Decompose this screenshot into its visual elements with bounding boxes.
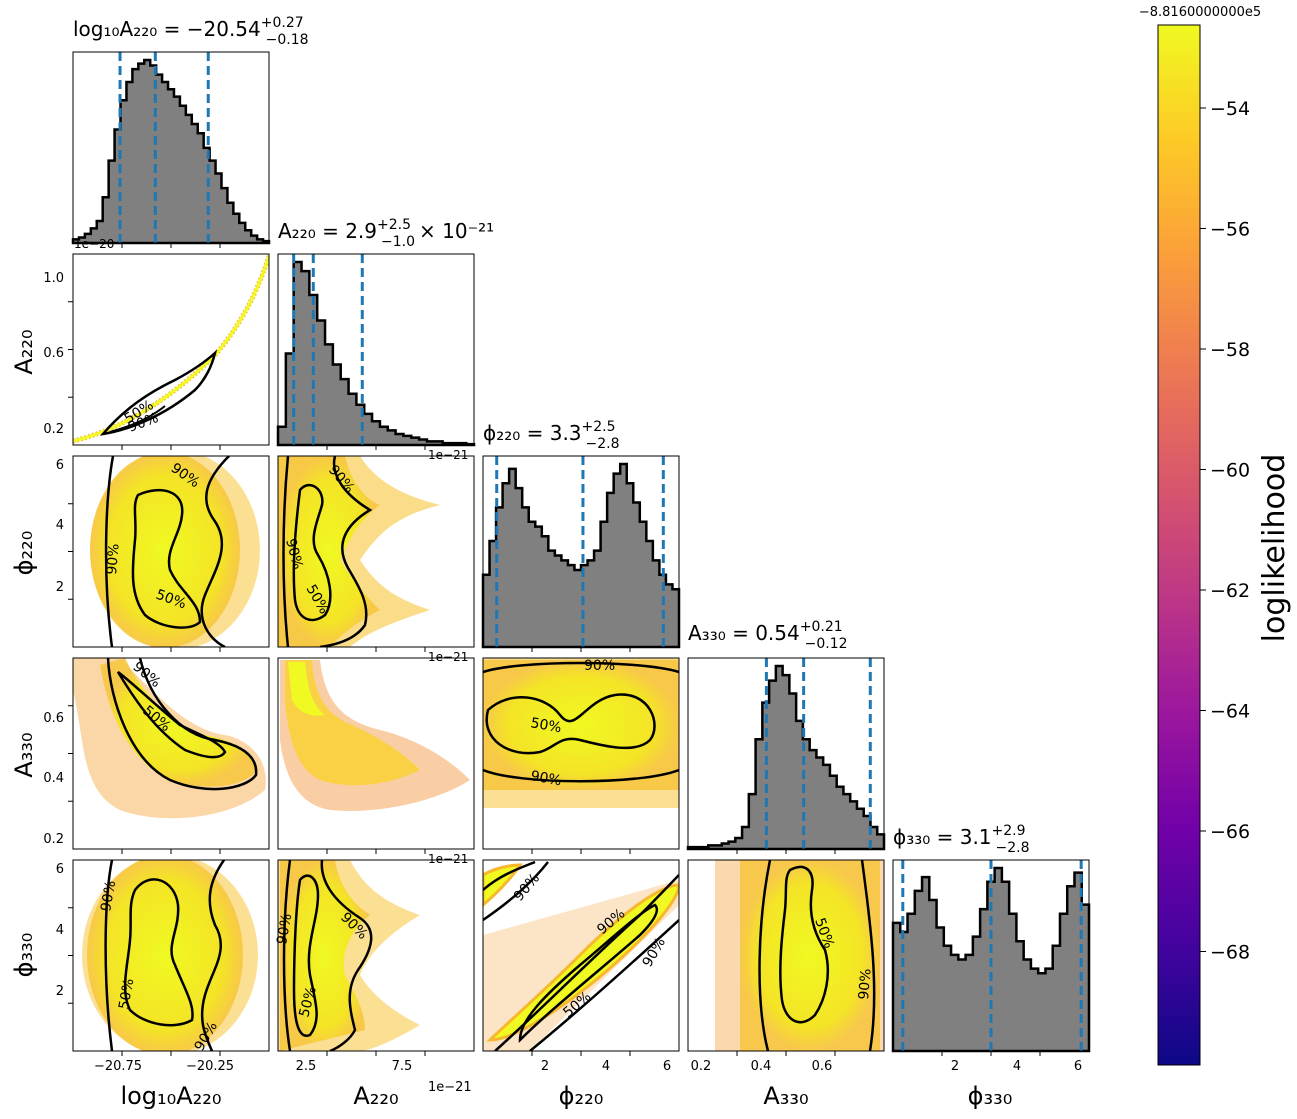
panel-A220-vs-log10A220	[73, 255, 269, 444]
panel-A330-vs-log10A220	[73, 658, 266, 819]
contour-label: 50%	[529, 715, 562, 736]
title-A330: A₃₃₀ = 0.54+0.21 −0.12	[688, 619, 848, 652]
colorbar-ticks: −54 −56 −58 −60 −62 −64 −66 −68	[1200, 98, 1250, 964]
ytick-label: 4	[56, 518, 64, 533]
row-label-A220: A₂₂₀	[10, 329, 38, 374]
panel-phi330-vs-phi220	[483, 860, 679, 1051]
colorbar-tick-label: −56	[1210, 219, 1250, 241]
xtick-label: −20.25	[186, 1059, 234, 1074]
ytick-label: 6	[56, 862, 64, 877]
panel-A330-vs-phi220	[483, 658, 679, 808]
title-log10A220: log₁₀A₂₂₀ = −20.54+0.27 −0.18	[73, 15, 309, 48]
title-phi220: ϕ₂₂₀ = 3.3+2.5 −2.8	[483, 419, 620, 452]
contour-label: 50%	[116, 977, 137, 1010]
yticks-row2: 6 4 2	[56, 458, 64, 595]
panel-phi330-vs-A330	[715, 860, 884, 1051]
colorbar-tick-label: −68	[1210, 942, 1250, 964]
row-label-phi330: ϕ₃₃₀	[10, 933, 38, 978]
xtick-label: 2	[541, 1059, 549, 1074]
colorbar-tick-label: −66	[1210, 821, 1250, 843]
contour-label: 90%	[584, 658, 615, 674]
histogram-log10A220	[71, 52, 271, 245]
histogram-phi220	[481, 456, 681, 649]
yticks-row4: 6 4 2	[56, 862, 64, 999]
ytick-label: 0.2	[43, 832, 64, 847]
xtick-label: 2.5	[296, 1059, 317, 1074]
xtick-label: 0.2	[691, 1059, 712, 1074]
title-phi330: ϕ₃₃₀ = 3.1+2.9 −2.8	[893, 823, 1030, 856]
colorbar-gradient	[1157, 24, 1201, 1066]
histogram-bars	[686, 664, 886, 851]
histogram-bars	[481, 462, 681, 649]
histogram-phi330	[891, 860, 1091, 1053]
panel-phi330-vs-log10A220	[82, 860, 258, 1051]
title-A220: A₂₂₀ = 2.9+2.5 −1.0 × 10⁻²¹	[278, 217, 494, 250]
xlabel-phi220: ϕ₂₂₀	[559, 1082, 604, 1110]
xtick-label: −20.75	[94, 1059, 142, 1074]
axis-exponent: 1e−20	[74, 237, 114, 251]
colorbar-tick-label: −54	[1210, 98, 1250, 120]
axis-exponent: 1e−21	[428, 448, 468, 462]
xtick-label: 6	[663, 1059, 671, 1074]
contour-label: 90%	[640, 935, 669, 970]
ytick-label: 6	[56, 458, 64, 473]
colorbar-tick-label: −62	[1210, 580, 1250, 602]
ytick-label: 2	[56, 580, 64, 595]
contour-label: 50%	[296, 985, 320, 1019]
xlabel-phi330: ϕ₃₃₀	[968, 1082, 1013, 1110]
contour-label: 90%	[104, 543, 123, 575]
frame-layer	[68, 51, 1090, 1056]
contour-label: 90%	[856, 968, 875, 1000]
colorbar-tick-label: −60	[1210, 460, 1250, 482]
contour-label: 90%	[274, 912, 295, 945]
panel-frame	[72, 253, 270, 446]
xlabel-log10A220: log₁₀A₂₂₀	[120, 1082, 221, 1110]
ytick-label: 1.0	[43, 271, 64, 286]
row-label-phi220: ϕ₂₂₀	[10, 531, 38, 576]
xtick-label: 4	[602, 1059, 610, 1074]
histogram-layer	[71, 52, 1091, 1053]
xtick-label: 2	[951, 1059, 959, 1074]
xlabel-A330: A₃₃₀	[763, 1082, 808, 1110]
ytick-label: 2	[56, 984, 64, 999]
histogram-bars	[276, 260, 476, 447]
row-label-A330: A₃₃₀	[10, 732, 38, 777]
colorbar-label: loglikelihood	[1257, 454, 1292, 643]
contour-label: 90%	[511, 870, 543, 904]
histogram-A220	[276, 254, 476, 447]
colorbar-tick-label: −64	[1210, 701, 1250, 723]
xtick-label: 4	[1013, 1059, 1021, 1074]
contour-label: 90%	[282, 537, 306, 571]
panel-phi220-vs-A220	[278, 456, 440, 647]
colorbar: −8.8160000000e5 −54 −56 −58 −60 −62 −64 −66 −68…	[1139, 5, 1292, 1066]
ytick-label: 0.6	[43, 711, 64, 726]
colorbar-tick-label: −58	[1210, 339, 1250, 361]
histogram-bars	[71, 58, 271, 245]
xtick-label: 0.4	[751, 1059, 772, 1074]
xtick-label: 7.5	[392, 1059, 413, 1074]
ytick-label: 0.2	[43, 422, 64, 437]
axis-exponent: 1e−21	[428, 1080, 472, 1095]
axis-exponent: 1e−21	[428, 650, 468, 664]
xtick-label: 6	[1074, 1059, 1082, 1074]
ytick-label: 0.4	[43, 771, 64, 786]
xtick-label: 0.6	[812, 1059, 833, 1074]
histogram-A330	[686, 658, 886, 851]
ytick-label: 4	[56, 923, 64, 938]
colorbar-offset: −8.8160000000e5	[1139, 5, 1261, 20]
contour-label: 90%	[98, 879, 119, 912]
panel-phi220-vs-log10A220	[90, 456, 260, 647]
yticks-row1: 1.0 0.6 0.2	[43, 271, 64, 437]
panel-A330-vs-A220	[280, 660, 470, 811]
axis-exponent: 1e−21	[428, 852, 468, 866]
xlabel-A220: A₂₂₀	[353, 1082, 398, 1110]
contour-label: 90%	[529, 768, 562, 789]
xticks-bottom: −20.75 −20.25 2.5 7.5 2 4 6 0.2 0.4 0.6 …	[94, 1059, 1082, 1074]
ytick-label: 0.6	[43, 346, 64, 361]
yticks-row3: 0.6 0.4 0.2	[43, 711, 64, 847]
panel-phi330-vs-A220	[278, 860, 420, 1051]
